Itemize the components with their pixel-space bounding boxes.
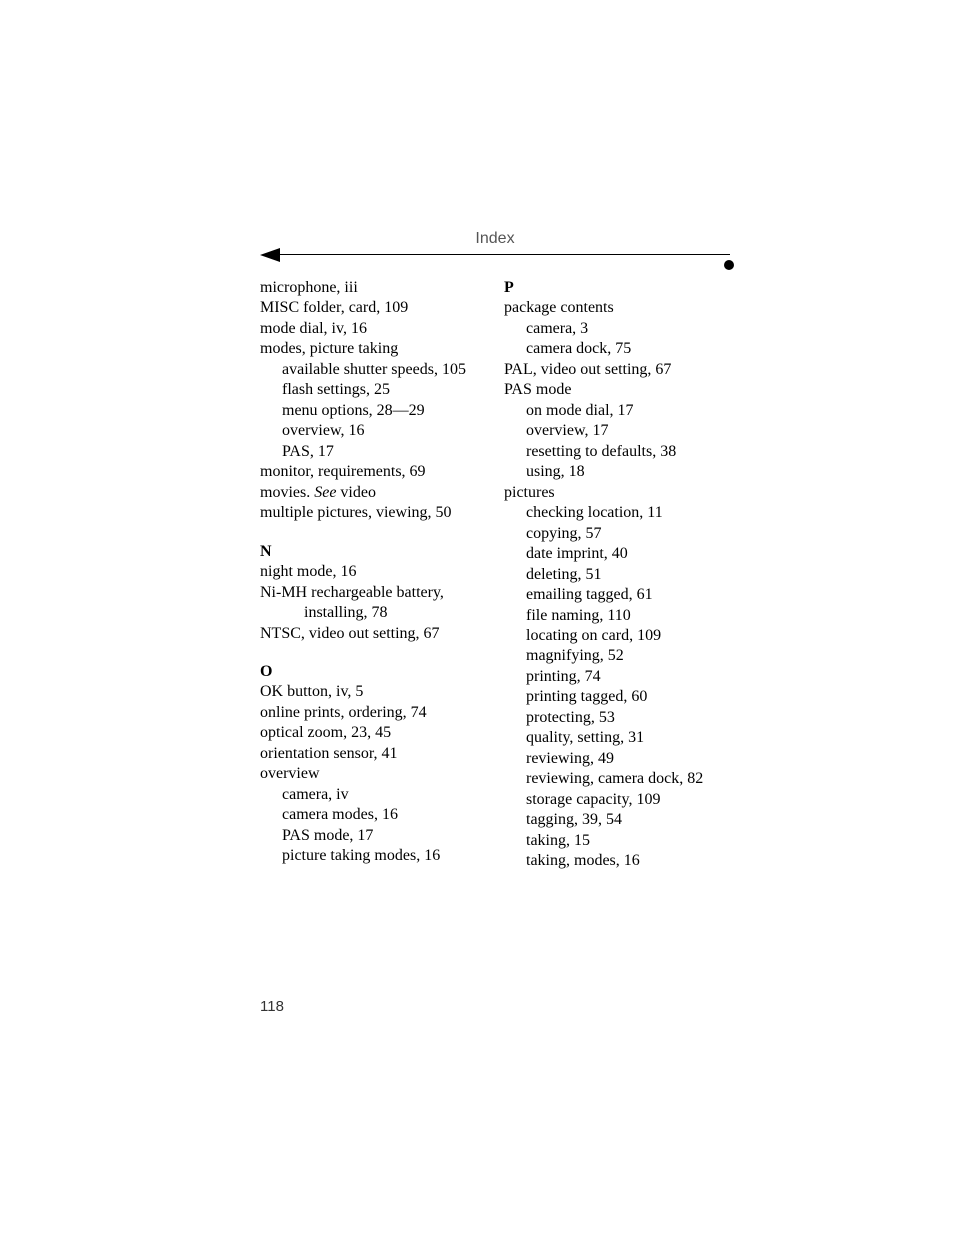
index-subentry: taking, modes, 16: [504, 851, 730, 871]
index-subentry: menu options, 28—29: [260, 401, 486, 421]
index-subentry: camera modes, 16: [260, 805, 486, 825]
index-entry: overview: [260, 764, 486, 784]
index-entry: NTSC, video out setting, 67: [260, 624, 486, 644]
index-subentry: reviewing, 49: [504, 749, 730, 769]
index-subentry: on mode dial, 17: [504, 401, 730, 421]
index-entry: online prints, ordering, 74: [260, 703, 486, 723]
index-subentry: reviewing, camera dock, 82: [504, 769, 730, 789]
entry-see: See: [314, 484, 336, 501]
index-entry: OK button, iv, 5: [260, 682, 486, 702]
index-subentry: magnifying, 52: [504, 646, 730, 666]
index-subentry: overview, 17: [504, 421, 730, 441]
index-subentry: camera, 3: [504, 319, 730, 339]
index-subentry: available shutter speeds, 105: [260, 360, 486, 380]
index-entry: monitor, requirements, 69: [260, 462, 486, 482]
index-entry: movies. See video: [260, 483, 486, 503]
header-triangle-icon: [260, 248, 280, 262]
index-subentry: emailing tagged, 61: [504, 585, 730, 605]
index-entry: modes, picture taking: [260, 339, 486, 359]
index-entry: PAS mode: [504, 380, 730, 400]
index-entry: mode dial, iv, 16: [260, 319, 486, 339]
index-entry: Ni-MH rechargeable battery,: [260, 583, 486, 603]
index-subentry: locating on card, 109: [504, 626, 730, 646]
page-number: 118: [260, 998, 284, 1015]
index-subentry: PAS, 17: [260, 442, 486, 462]
index-entry: pictures: [504, 483, 730, 503]
header-bar: [278, 254, 730, 255]
index-columns: microphone, iii MISC folder, card, 109 m…: [260, 278, 730, 872]
index-subentry: picture taking modes, 16: [260, 846, 486, 866]
index-subentry: printing tagged, 60: [504, 687, 730, 707]
index-entry: package contents: [504, 298, 730, 318]
index-subentry: date imprint, 40: [504, 544, 730, 564]
index-entry: optical zoom, 23, 45: [260, 723, 486, 743]
index-subentry: quality, setting, 31: [504, 728, 730, 748]
index-subentry: installing, 78: [260, 603, 486, 623]
index-subentry: resetting to defaults, 38: [504, 442, 730, 462]
index-entry: orientation sensor, 41: [260, 744, 486, 764]
index-entry: PAL, video out setting, 67: [504, 360, 730, 380]
index-subentry: protecting, 53: [504, 708, 730, 728]
index-subentry: using, 18: [504, 462, 730, 482]
index-entry: multiple pictures, viewing, 50: [260, 503, 486, 523]
index-page: Index microphone, iii MISC folder, card,…: [260, 230, 730, 872]
index-subentry: camera, iv: [260, 785, 486, 805]
index-subentry: PAS mode, 17: [260, 826, 486, 846]
page-header: Index: [260, 230, 730, 248]
index-subentry: printing, 74: [504, 667, 730, 687]
index-entry: MISC folder, card, 109: [260, 298, 486, 318]
header-rule: [260, 254, 730, 270]
index-subentry: checking location, 11: [504, 503, 730, 523]
index-subentry: deleting, 51: [504, 565, 730, 585]
index-entry: night mode, 16: [260, 562, 486, 582]
index-subentry: overview, 16: [260, 421, 486, 441]
index-subentry: taking, 15: [504, 831, 730, 851]
section-letter-n: N: [260, 542, 486, 562]
header-dot-icon: [724, 260, 734, 270]
index-subentry: camera dock, 75: [504, 339, 730, 359]
left-column: microphone, iii MISC folder, card, 109 m…: [260, 278, 486, 872]
right-column: P package contents camera, 3 camera dock…: [504, 278, 730, 872]
index-subentry: tagging, 39, 54: [504, 810, 730, 830]
index-entry: microphone, iii: [260, 278, 486, 298]
index-subentry: file naming, 110: [504, 606, 730, 626]
section-letter-o: O: [260, 662, 486, 682]
entry-text: movies.: [260, 484, 314, 501]
header-title: Index: [475, 230, 514, 247]
index-subentry: flash settings, 25: [260, 380, 486, 400]
section-letter-p: P: [504, 278, 730, 298]
entry-text-after: video: [336, 484, 376, 501]
index-subentry: storage capacity, 109: [504, 790, 730, 810]
index-subentry: copying, 57: [504, 524, 730, 544]
